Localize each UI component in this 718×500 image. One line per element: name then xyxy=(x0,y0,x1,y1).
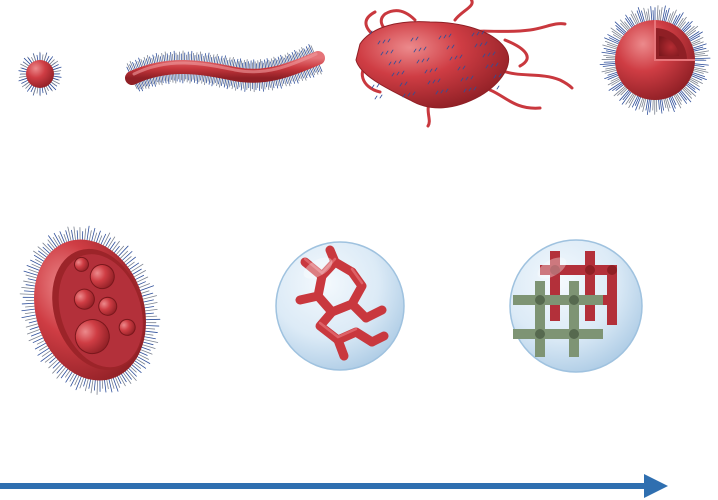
sheet-structure-icon xyxy=(355,0,574,128)
dual-network-icon xyxy=(509,239,643,373)
worm-micelle-icon xyxy=(125,44,325,93)
spherical-micelle-icon xyxy=(18,51,62,97)
vesicle-icon xyxy=(599,5,711,115)
arrow-right-icon xyxy=(0,474,668,498)
branched-network-icon xyxy=(275,241,405,371)
multicompartment-vesicle-icon xyxy=(19,225,161,395)
